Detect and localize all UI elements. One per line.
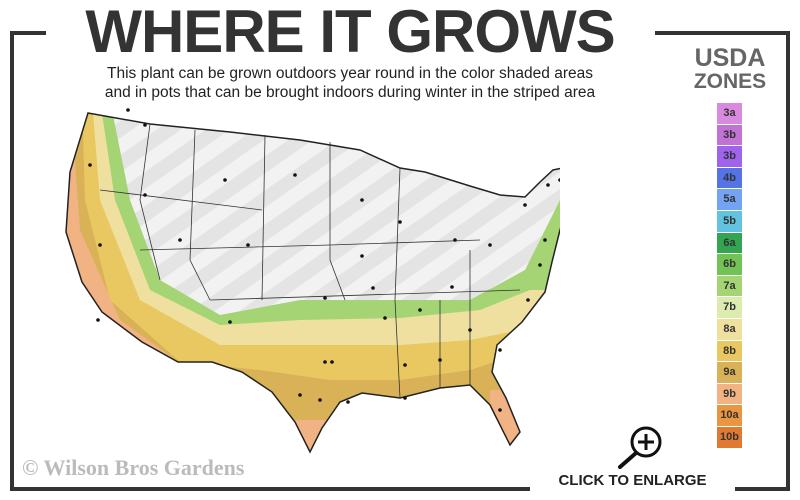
zone-9b-florida	[490, 390, 530, 452]
city-dots	[88, 108, 560, 412]
city-dot	[96, 318, 100, 322]
zone-8b: 8b	[717, 340, 742, 363]
city-dot	[223, 178, 227, 182]
zone-legend: 3a 3b 3b 4b 5a 5b 6a 6b 7a 7b 8a 8b 9a 9b 10a 10b	[717, 103, 742, 449]
zone-5a: 5a	[717, 189, 742, 211]
zone-4b: 4b	[717, 167, 742, 190]
city-dot	[498, 408, 502, 412]
page-title: WHERE IT GROWS	[85, 0, 615, 65]
city-dot	[178, 238, 182, 242]
city-dot	[383, 316, 387, 320]
city-dot	[323, 296, 327, 300]
city-dot	[298, 393, 302, 397]
city-dot	[126, 108, 130, 112]
city-dot	[371, 286, 375, 290]
city-dot	[318, 398, 322, 402]
city-dot	[453, 238, 457, 242]
subtitle-line-2: and in pots that can be brought indoors …	[104, 84, 596, 101]
subtitle-line-1: This plant can be grown outdoors year ro…	[107, 65, 593, 82]
city-dot	[330, 360, 334, 364]
zone-5b: 5b	[717, 210, 742, 233]
click-to-enlarge-label: CLICK TO ENLARGE	[558, 472, 707, 489]
zone-9a: 9a	[717, 362, 742, 384]
city-dot	[488, 243, 492, 247]
city-dot	[468, 328, 472, 332]
zone-6a: 6a	[717, 232, 742, 255]
city-dot	[360, 254, 364, 258]
zone-10a: 10a	[717, 405, 742, 427]
zone-7a: 7a	[717, 275, 742, 298]
city-dot	[98, 243, 102, 247]
zoom-in-icon	[618, 426, 662, 469]
city-dot	[403, 363, 407, 367]
zone-3a: 3a	[717, 103, 742, 125]
city-dot	[293, 173, 297, 177]
zone-7b: 7b	[717, 297, 742, 319]
city-dot	[346, 400, 350, 404]
us-zone-map[interactable]	[50, 100, 560, 460]
legend-title: USDA ZONES	[680, 46, 780, 94]
city-dot	[438, 358, 442, 362]
zone-6b: 6b	[717, 254, 742, 276]
city-dot	[418, 308, 422, 312]
subtitle: This plant can be grown outdoors year ro…	[40, 64, 660, 102]
city-dot	[403, 396, 407, 400]
zone-10b: 10b	[717, 426, 742, 449]
frame-left	[10, 31, 14, 491]
city-dot	[558, 178, 560, 182]
legend-title-line-1: USDA	[694, 44, 766, 72]
city-dot	[450, 285, 454, 289]
frame-top-right	[655, 31, 790, 35]
city-dot	[546, 183, 550, 187]
state-borders	[99, 123, 521, 399]
city-dot	[526, 298, 530, 302]
zone-3b: 3b	[717, 124, 742, 147]
legend-title-line-2: ZONES	[693, 70, 767, 93]
city-dot	[246, 243, 250, 247]
city-dot	[88, 163, 92, 167]
watermark: © Wilson Bros Gardens	[22, 455, 245, 480]
city-dot	[398, 220, 402, 224]
city-dot	[543, 238, 547, 242]
city-dot	[360, 198, 364, 202]
frame-top-left	[10, 31, 46, 35]
click-to-enlarge-button[interactable]: CLICK TO ENLARGE	[530, 420, 735, 495]
city-dot	[143, 123, 147, 127]
zone-8a: 8a	[717, 318, 742, 341]
city-dot	[498, 348, 502, 352]
frame-bottom-right	[735, 487, 790, 491]
city-dot	[143, 193, 147, 197]
city-dot	[538, 263, 542, 267]
zone-3b: 3b	[717, 146, 742, 168]
frame-bottom-left	[10, 487, 530, 491]
zone-9b: 9b	[717, 383, 742, 406]
city-dot	[523, 203, 527, 207]
frame-right	[786, 31, 790, 491]
city-dot	[228, 320, 232, 324]
city-dot	[323, 360, 327, 364]
